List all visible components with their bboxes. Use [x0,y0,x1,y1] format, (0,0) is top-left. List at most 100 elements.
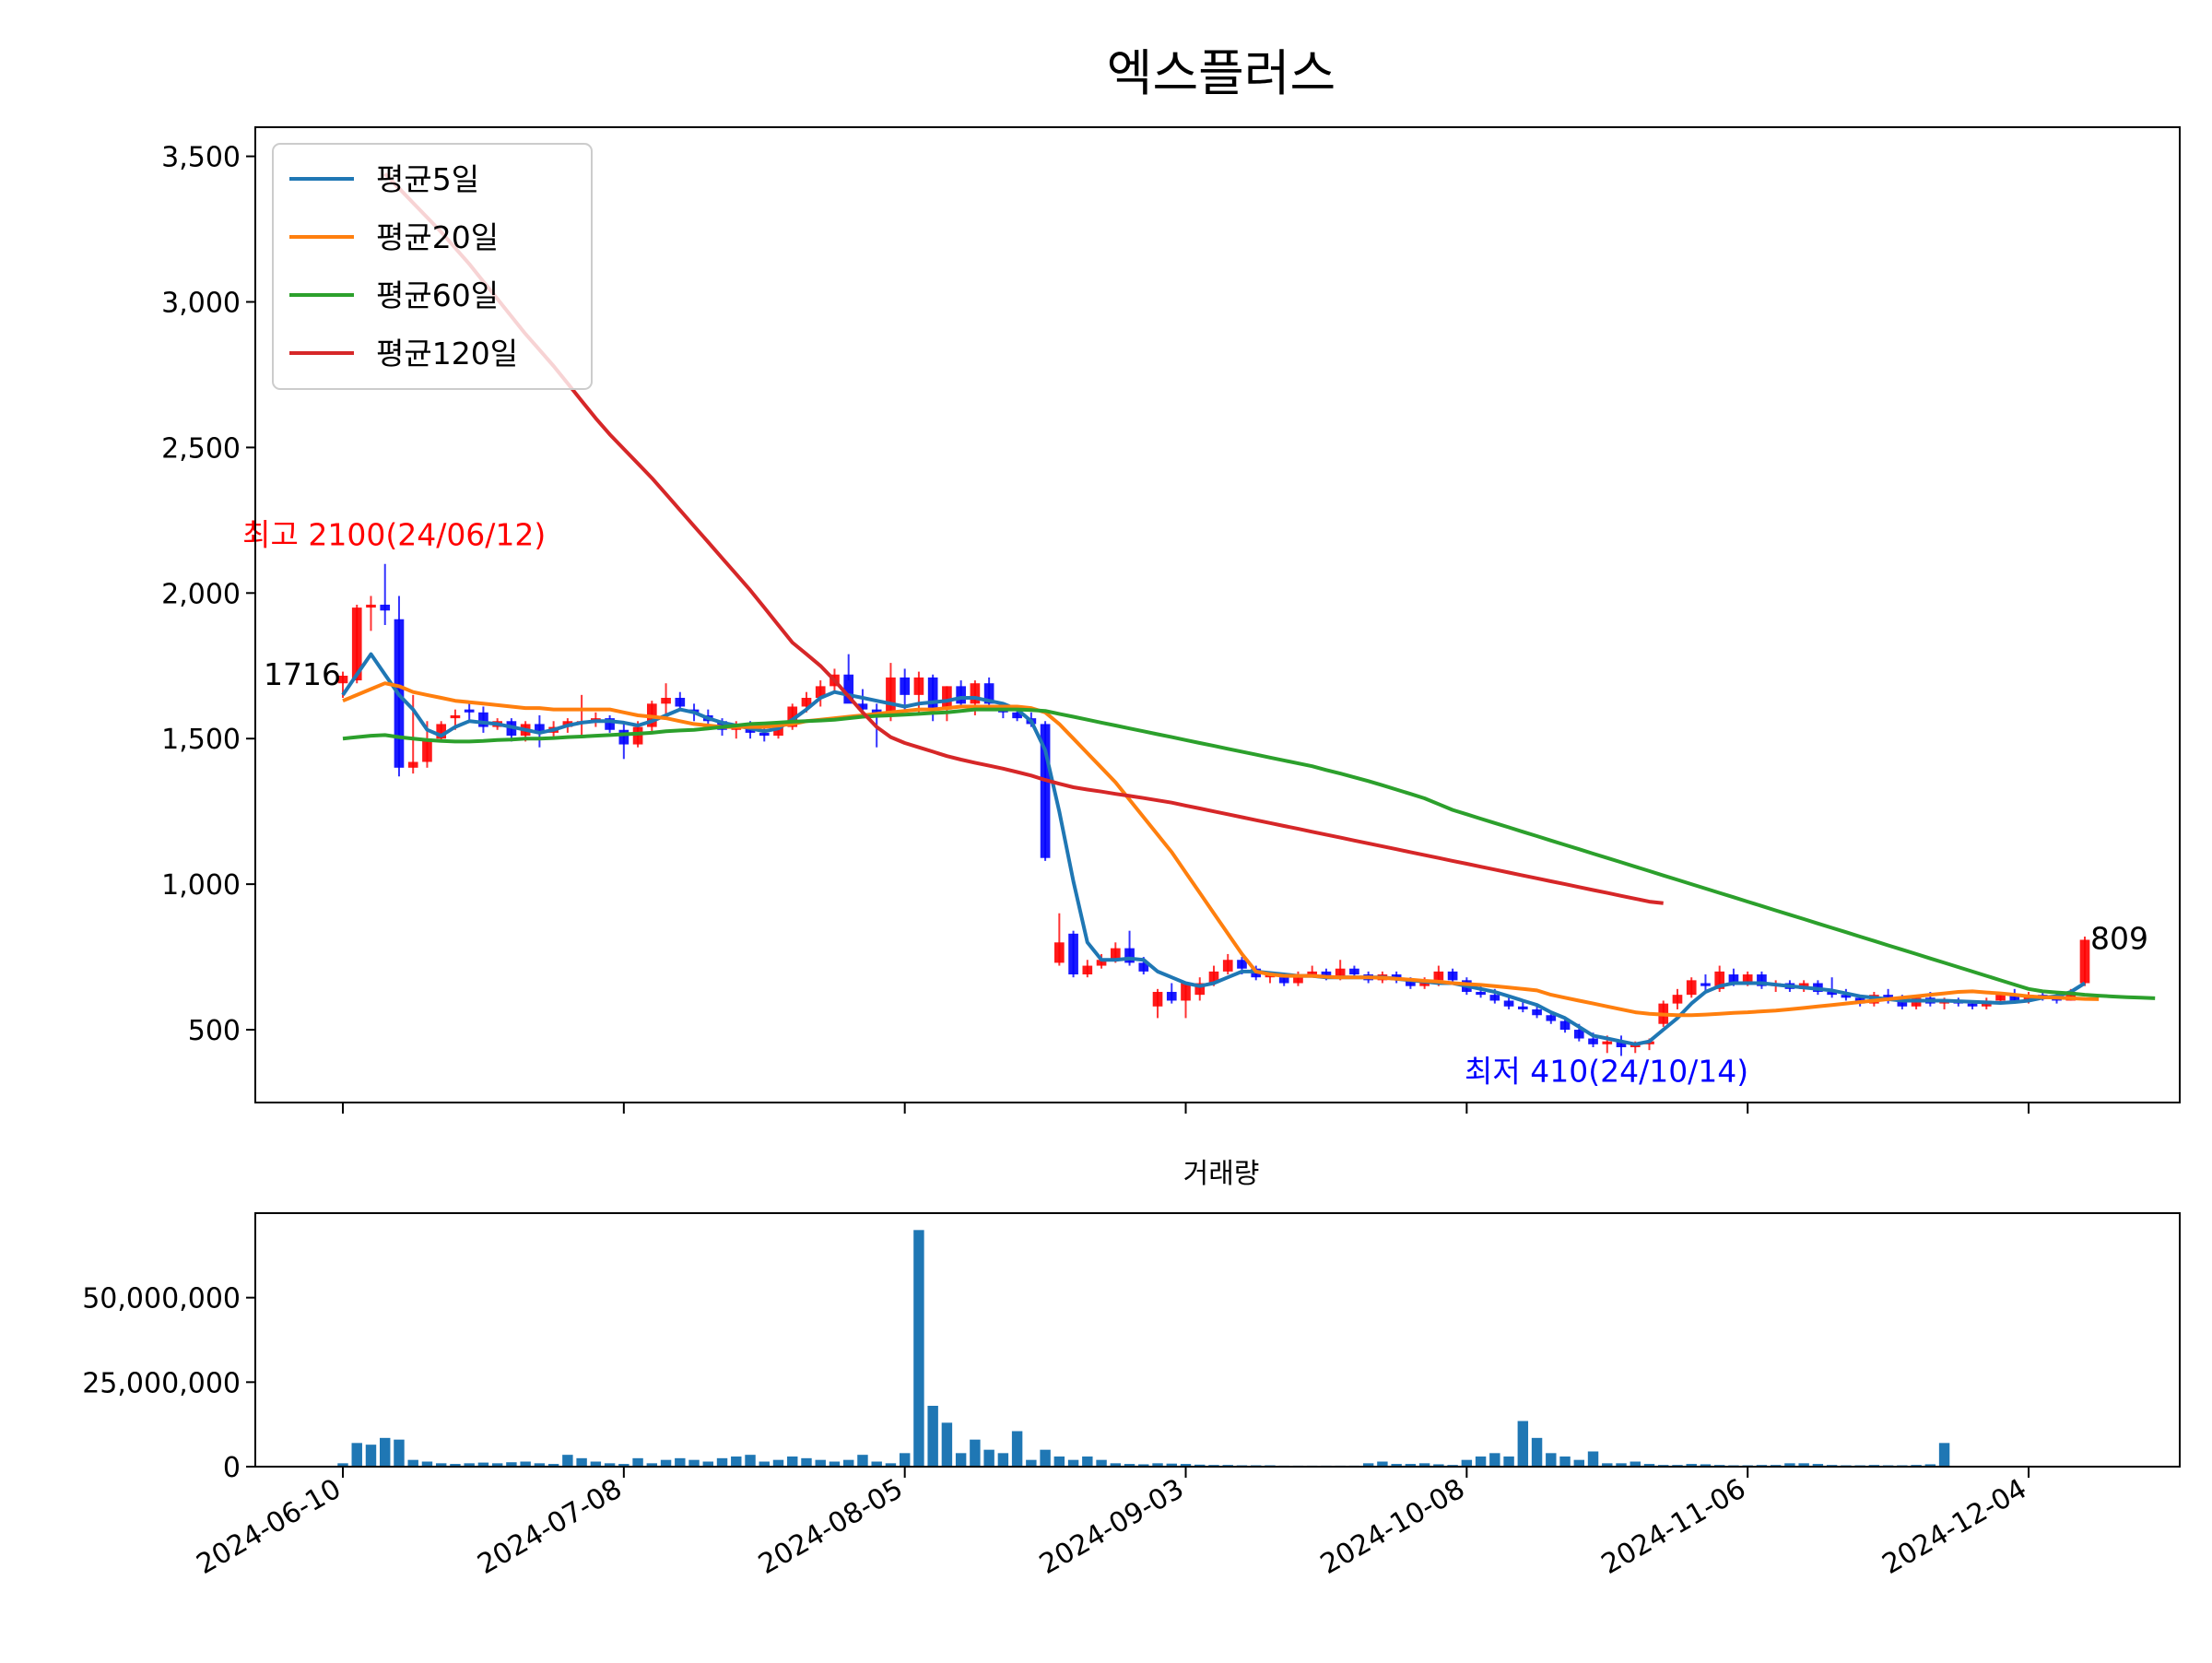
candle-body [1349,968,1359,975]
volume-bar [477,1462,489,1467]
volume-bar [970,1439,981,1467]
candle-body [1040,724,1051,858]
legend-entry: 평균120일 [289,336,518,372]
annotation-label: 최저 410(24/10/14) [1465,1053,1748,1089]
candle-body [1489,995,1500,1001]
candle-body [464,709,475,713]
candle-body [913,677,924,695]
candle [1700,974,1711,992]
candle [1040,721,1051,861]
volume-bar [1011,1431,1023,1467]
candle-body [2079,939,2090,984]
candle-body [1138,962,1149,972]
candle [618,721,629,760]
candle-body [1616,1041,1627,1047]
volume-bar [351,1443,362,1467]
volume-bar [1040,1449,1051,1467]
volume-bar [1152,1463,1163,1467]
price-y-tick-label: 1,000 [161,869,241,902]
volume-bar [1559,1457,1571,1467]
legend-label: 평균120일 [376,336,518,372]
candle-body [1293,974,1303,984]
candle [675,691,686,710]
candle [380,563,391,626]
volume-bar [1489,1453,1500,1467]
candle-body [422,738,432,762]
candle [1559,1018,1571,1033]
volume-bar [407,1459,418,1467]
candle-body [1278,977,1289,984]
price-y-tick-label: 2,000 [161,578,241,610]
candle-body [1827,991,1837,996]
price-y-tick-label: 1,500 [161,724,241,756]
candle-body [436,724,447,739]
volume-bar [1616,1463,1627,1467]
candle [983,677,994,710]
volume-bar [941,1422,953,1467]
volume-bar [1082,1457,1093,1467]
candle [366,596,376,631]
volume-bar [1180,1464,1192,1467]
x-tick-label: 2024-10-08 [1315,1473,1470,1581]
candle-body [843,674,854,704]
candle-body [1728,974,1739,984]
ma-line-1 [342,681,2100,1018]
volume-bar [1138,1464,1149,1467]
x-tick-label: 2024-11-06 [1596,1473,1751,1581]
volume-bar [842,1459,854,1467]
candle-body [1742,974,1753,984]
candle-body [366,604,376,608]
candle-body [351,607,362,681]
volume-bar [1377,1461,1388,1467]
annotation-label: 809 [2090,920,2148,956]
candle [956,680,966,707]
candle-body [983,683,994,704]
candle [436,721,447,742]
candle [1194,977,1206,1001]
candle [843,654,854,704]
candle-body [1672,995,1683,1004]
volume-bar [927,1406,938,1467]
candle-body [857,703,868,710]
ma-line-0 [341,652,2087,1046]
candle [1068,930,1078,978]
volume-bar [337,1463,348,1467]
candle-body [1602,1041,1613,1044]
candle-body [1757,974,1767,986]
candle-body [1222,960,1233,972]
volume-bar [562,1455,573,1467]
candle-body [773,726,783,737]
candle [478,706,488,733]
volume-bar [1096,1459,1107,1467]
candle-body [970,683,981,704]
volume-y-tick-label: 50,000,000 [82,1283,241,1315]
volume-bar [1700,1464,1712,1467]
candle [1616,1035,1627,1056]
volume-bar [899,1453,911,1467]
volume-bar [1362,1463,1374,1467]
legend-label: 평균60일 [376,277,499,313]
candle-body [1181,983,1191,1001]
candle-body [478,712,488,727]
candle [1293,971,1303,986]
volume-subtitle: 거래량 [1183,1158,1260,1190]
candle [759,726,770,742]
volume-bar [660,1459,672,1467]
volume-y-axis: 0 25,000,000 50,000,000 [82,1283,255,1484]
volume-bar [1053,1457,1065,1467]
volume-bar [731,1457,742,1467]
volume-bar [464,1463,475,1467]
candle-body [1714,971,1725,989]
candle-body [1686,980,1697,996]
volume-bar [547,1464,559,1467]
candle [1181,983,1191,1019]
candle-body [675,698,686,707]
candle-body [1124,948,1135,963]
candle-body [1237,960,1247,969]
candle-body [1152,991,1163,1007]
x-tick-label: 2024-12-04 [1877,1473,2032,1581]
volume-plot-area [255,1213,2180,1467]
volume-bar [380,1437,391,1467]
candle-body [1546,1015,1557,1021]
candle-body [801,698,812,707]
